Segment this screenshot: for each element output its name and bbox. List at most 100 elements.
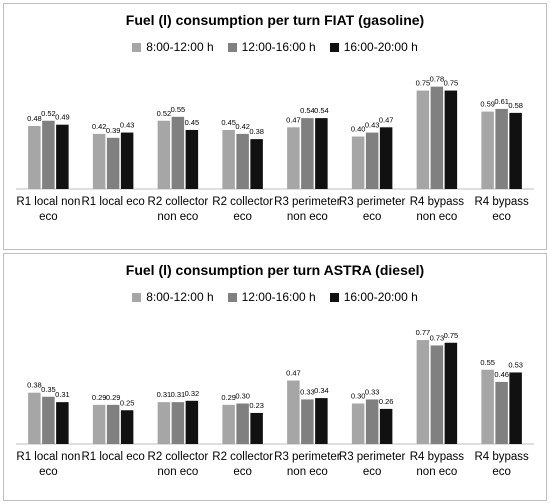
bar	[495, 381, 508, 444]
data-label: 0.34	[314, 386, 329, 395]
category-label: eco	[233, 466, 252, 478]
legend-label: 8:00-12:00 h	[146, 40, 214, 54]
category-label: eco	[39, 466, 58, 478]
bar	[481, 111, 494, 189]
bar	[444, 90, 458, 189]
bar	[42, 120, 55, 189]
data-label: 0.33	[365, 387, 380, 396]
data-label: 0.49	[55, 113, 70, 122]
category-label: R1 local non	[16, 196, 80, 208]
data-label: 0.38	[249, 127, 264, 136]
bar	[185, 400, 199, 444]
bar	[222, 404, 235, 444]
bar	[157, 120, 171, 189]
category-label: R1 local non	[16, 451, 80, 463]
bar	[28, 126, 41, 189]
bar	[42, 396, 55, 444]
legend-label: 12:00-16:00 h	[241, 290, 316, 304]
legend-item: 12:00-16:00 h	[227, 40, 316, 54]
bar	[495, 108, 508, 189]
bar	[365, 132, 379, 189]
data-label: 0.29	[221, 393, 236, 402]
bar	[120, 132, 134, 189]
data-label: 0.47	[379, 115, 394, 124]
data-label: 0.30	[235, 392, 250, 401]
data-label: 0.75	[444, 331, 459, 340]
bar	[222, 129, 235, 189]
chart-title: Fuel (l) consumption per turn ASTRA (die…	[125, 262, 425, 278]
data-label: 0.48	[27, 114, 42, 123]
data-label: 0.33	[300, 387, 315, 396]
bar	[56, 124, 69, 189]
data-label: 0.61	[494, 97, 509, 106]
bar	[509, 112, 522, 189]
bar	[509, 372, 522, 444]
category-label: R4 bypass	[410, 196, 465, 208]
category-label: R1 local eco	[81, 451, 144, 463]
bar	[416, 90, 430, 189]
bar	[430, 86, 444, 189]
category-label: R2 collector	[148, 451, 209, 463]
bar	[365, 399, 379, 444]
bar	[351, 403, 365, 444]
data-label: 0.26	[379, 397, 394, 406]
data-label: 0.45	[221, 118, 236, 127]
data-label: 0.75	[416, 79, 431, 88]
legend-swatch	[329, 292, 339, 302]
bar	[28, 392, 41, 444]
data-label: 0.46	[494, 370, 509, 379]
category-label: R4 bypass	[410, 451, 465, 463]
data-label: 0.29	[106, 393, 121, 402]
bar	[416, 340, 430, 444]
data-label: 0.52	[157, 109, 172, 118]
data-label: 0.30	[351, 392, 366, 401]
category-label: non eco	[157, 466, 198, 478]
data-label: 0.45	[185, 118, 200, 127]
bar	[171, 116, 185, 189]
bar	[185, 129, 199, 189]
data-label: 0.23	[249, 401, 264, 410]
bar	[287, 380, 300, 444]
category-label: R2 collector	[148, 196, 209, 208]
data-label: 0.40	[351, 125, 366, 134]
data-label: 0.54	[300, 106, 315, 115]
legend-item: 12:00-16:00 h	[227, 290, 316, 304]
category-label: R4 bypass	[474, 196, 529, 208]
category-label: R3 perimeter	[274, 451, 341, 463]
bar	[301, 118, 314, 189]
bar	[92, 133, 106, 189]
bar	[250, 139, 263, 189]
category-label: eco	[492, 211, 511, 223]
legend-item: 8:00-12:00 h	[132, 290, 214, 304]
category-label: eco	[233, 211, 252, 223]
data-label: 0.54	[314, 106, 329, 115]
legend-swatch	[329, 42, 339, 52]
bar	[315, 118, 328, 189]
bar	[379, 127, 393, 189]
category-label: non eco	[287, 211, 328, 223]
bar	[444, 342, 458, 444]
legend-item: 8:00-12:00 h	[132, 40, 214, 54]
category-label: eco	[363, 466, 382, 478]
data-label: 0.31	[157, 390, 172, 399]
category-label: non eco	[416, 211, 457, 223]
data-label: 0.52	[41, 109, 56, 118]
category-label: R2 collector	[212, 196, 273, 208]
data-label: 0.29	[92, 393, 107, 402]
category-label: non eco	[416, 466, 457, 478]
legend-swatch	[227, 292, 237, 302]
bar	[430, 345, 444, 444]
data-label: 0.31	[55, 390, 70, 399]
category-label: non eco	[287, 466, 328, 478]
data-label: 0.39	[106, 126, 121, 135]
data-label: 0.58	[508, 101, 523, 110]
category-label: eco	[39, 211, 58, 223]
data-label: 0.43	[120, 121, 135, 130]
data-label: 0.77	[416, 328, 431, 337]
legend-item: 16:00-20:00 h	[329, 40, 418, 54]
data-label: 0.35	[41, 385, 56, 394]
category-label: eco	[492, 466, 511, 478]
bar	[250, 412, 263, 444]
